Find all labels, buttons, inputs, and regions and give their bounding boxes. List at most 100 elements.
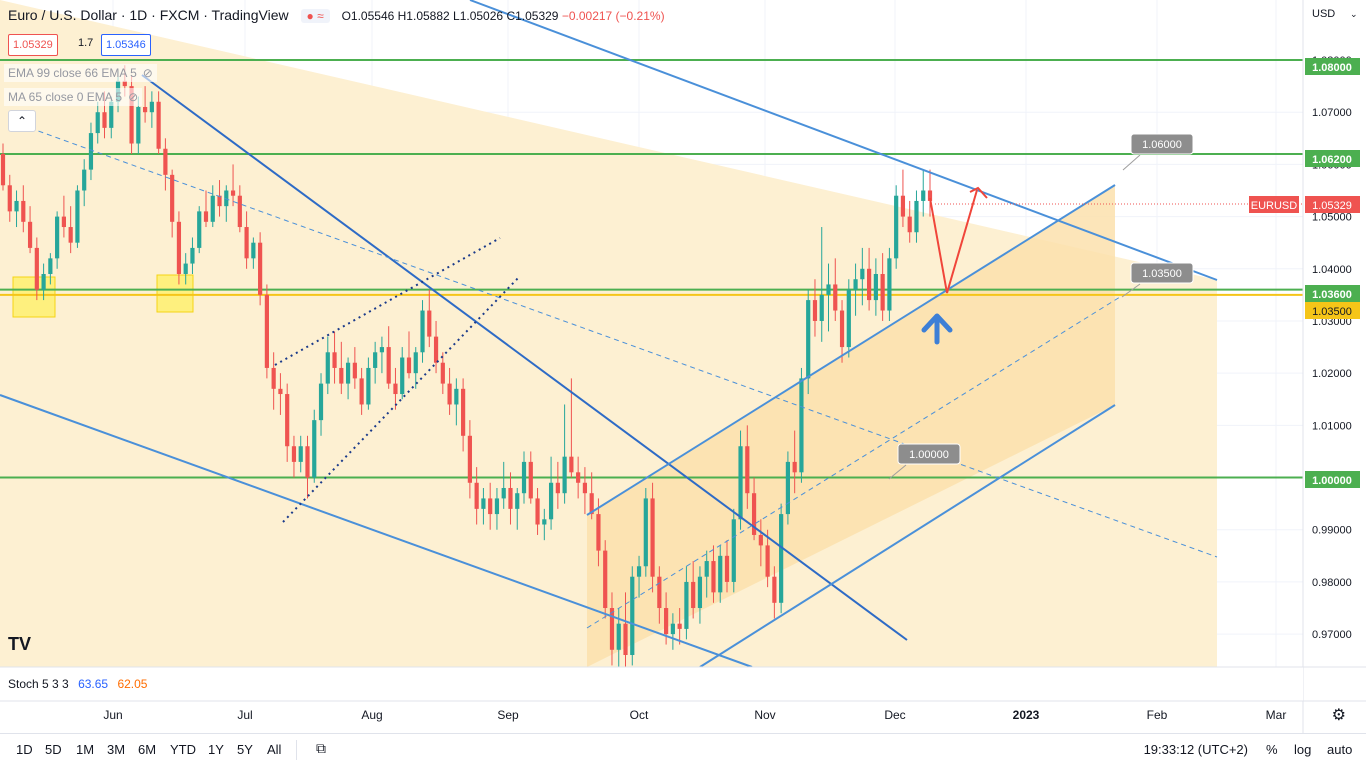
callout-label: 1.06000 — [1142, 139, 1182, 151]
candle-body — [142, 106, 148, 113]
range-5d[interactable]: 5D — [45, 742, 62, 757]
time-axis[interactable]: Jun Jul Aug Sep Oct Nov Dec 2023 Feb Mar — [103, 708, 1286, 722]
candle-body — [670, 623, 675, 635]
indicator-ma[interactable]: MA 65 close 0 EMA 5 ⊘ — [4, 88, 143, 106]
svg-text:1.06200: 1.06200 — [1312, 154, 1352, 166]
clock-display[interactable]: 19:33:12 (UTC+2) — [1143, 742, 1248, 757]
diagonal-trend-line[interactable] — [141, 74, 908, 641]
channel-lower-line[interactable] — [0, 394, 753, 668]
symbol-header: Euro / U.S. Dollar · 1D · FXCM · Trading… — [8, 7, 665, 23]
candle — [467, 420, 472, 499]
uptrend-mid-line[interactable] — [586, 296, 1121, 629]
stoch-pane[interactable] — [0, 667, 1303, 701]
tradingview-logo-icon[interactable]: TV — [8, 634, 32, 654]
stoch-label: Stoch 5 3 3 — [8, 677, 69, 691]
percent-toggle[interactable]: % — [1266, 742, 1278, 757]
chevron-down-icon[interactable]: ⌄ — [1350, 9, 1358, 19]
candle — [819, 227, 824, 342]
range-5y[interactable]: 5Y — [237, 742, 253, 757]
stoch-legend[interactable]: Stoch 5 3 3 63.65 62.05 — [8, 677, 147, 691]
range-3m[interactable]: 3M — [107, 742, 126, 757]
candle — [7, 174, 12, 222]
chart-title[interactable]: Euro / U.S. Dollar · 1D · FXCM · Trading… — [8, 7, 289, 23]
callout-label: 1.00000 — [909, 449, 949, 461]
candle-body — [650, 498, 655, 577]
candle — [596, 498, 601, 567]
candle — [433, 320, 439, 374]
range-1y[interactable]: 1Y — [208, 742, 224, 757]
time-tick: 2023 — [1013, 708, 1040, 722]
candle-body — [366, 367, 371, 405]
price-scale[interactable] — [1303, 0, 1366, 667]
range-6m[interactable]: 6M — [138, 742, 157, 757]
candle — [197, 206, 202, 254]
candle-body — [278, 388, 283, 395]
auto-toggle[interactable]: auto — [1327, 742, 1353, 757]
collapse-indicators-button[interactable]: ⌃ — [8, 110, 36, 132]
candle — [163, 138, 168, 191]
range-1m[interactable]: 1M — [76, 742, 95, 757]
candle — [718, 545, 723, 603]
time-tick: Nov — [754, 708, 775, 722]
candle — [95, 101, 100, 144]
candle — [190, 237, 195, 275]
candle-body — [406, 357, 412, 374]
sell-price-box[interactable]: 1.05329 — [8, 34, 58, 56]
candle-body — [447, 383, 452, 405]
candle — [826, 263, 831, 332]
candle-body — [379, 347, 385, 353]
log-toggle[interactable]: log — [1294, 742, 1312, 757]
range-all[interactable]: All — [267, 742, 282, 757]
candle — [34, 237, 39, 301]
date-range-icon[interactable]: ⧉ — [316, 740, 326, 756]
status-badge[interactable]: ● ≈ — [300, 9, 330, 23]
candle — [528, 451, 533, 504]
candle-body — [14, 200, 19, 212]
channel-upper-line[interactable] — [469, 0, 1218, 281]
eye-hidden-icon[interactable]: ⊘ — [128, 90, 139, 104]
uptrend-upper-line[interactable] — [586, 184, 1116, 516]
blue-up-arrow-icon — [921, 313, 953, 345]
dashed-median-line[interactable] — [29, 127, 1218, 558]
candle-body — [927, 190, 933, 201]
uptrend-lower-line[interactable] — [699, 404, 1116, 668]
candle-body — [745, 446, 750, 494]
candle — [609, 592, 615, 666]
candle — [494, 487, 500, 530]
time-tick: Mar — [1266, 708, 1287, 722]
range-1d[interactable]: 1D — [16, 742, 33, 757]
candle-body — [34, 247, 39, 290]
eye-hidden-icon[interactable]: ⊘ — [142, 66, 153, 80]
candle-body — [481, 498, 486, 509]
candle-body — [839, 310, 845, 348]
candle — [927, 169, 933, 217]
candle — [461, 378, 466, 452]
candle — [312, 409, 317, 483]
candle-body — [887, 258, 892, 311]
callout-1-06000[interactable]: 1.06000 — [1122, 133, 1194, 171]
candle-body — [765, 545, 770, 577]
callout-1-03500[interactable]: 1.03500 — [1121, 262, 1194, 298]
candle-body — [149, 101, 154, 113]
buy-price-box[interactable]: 1.05346 — [101, 34, 151, 56]
candle — [548, 456, 554, 530]
candle — [684, 566, 689, 640]
candle — [366, 357, 371, 410]
candle — [643, 487, 648, 577]
candle-body — [197, 211, 202, 248]
last-price-badge: 1.05329 — [1305, 196, 1360, 213]
indicator-ema[interactable]: EMA 99 close 66 EMA 5 ⊘ — [4, 64, 157, 82]
gear-icon[interactable]: ⚙ — [1331, 707, 1346, 724]
candle-body — [224, 190, 229, 207]
range-ytd[interactable]: YTD — [170, 742, 196, 757]
candle — [914, 190, 919, 243]
candle-body — [88, 133, 94, 170]
candle-body — [880, 274, 885, 311]
forecast-arrow-path — [929, 189, 978, 294]
callout-1-00000[interactable]: 1.00000 — [888, 443, 961, 480]
candle-body — [433, 336, 439, 363]
candle-body — [244, 227, 249, 259]
candle-body — [373, 352, 378, 368]
wedge-upper-line[interactable] — [274, 237, 501, 366]
